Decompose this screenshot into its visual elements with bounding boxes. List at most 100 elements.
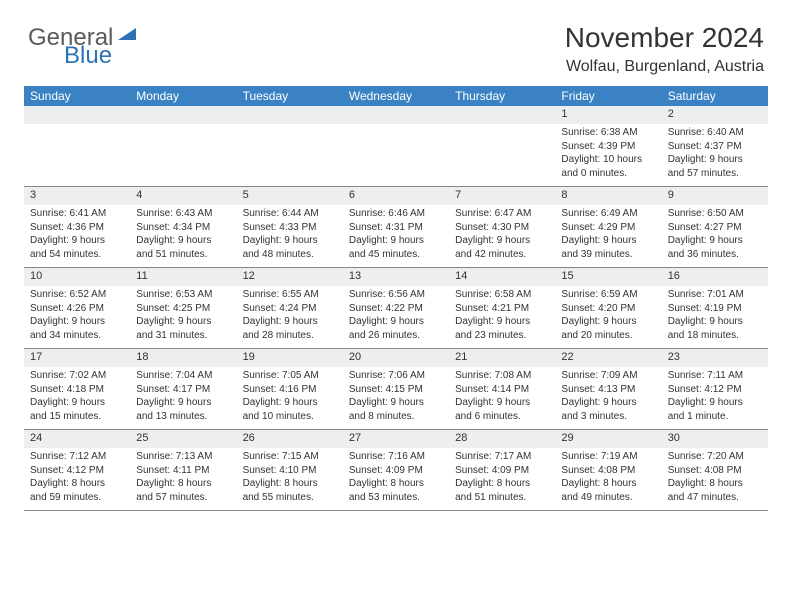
sunrise-text: Sunrise: 7:20 AM [668, 450, 762, 464]
day-detail: Sunrise: 7:17 AMSunset: 4:09 PMDaylight:… [449, 448, 555, 510]
day-detail: Sunrise: 7:09 AMSunset: 4:13 PMDaylight:… [555, 367, 661, 429]
sunset-text: Sunset: 4:30 PM [455, 221, 549, 235]
sunrise-text: Sunrise: 6:49 AM [561, 207, 655, 221]
daylight-text: Daylight: 9 hours and 20 minutes. [561, 315, 655, 342]
sunrise-text: Sunrise: 6:38 AM [561, 126, 655, 140]
sunset-text: Sunset: 4:08 PM [561, 464, 655, 478]
sunrise-text: Sunrise: 6:58 AM [455, 288, 549, 302]
detail-row: Sunrise: 7:02 AMSunset: 4:18 PMDaylight:… [24, 367, 768, 429]
week: 17181920212223Sunrise: 7:02 AMSunset: 4:… [24, 349, 768, 429]
daylight-text: Daylight: 9 hours and 18 minutes. [668, 315, 762, 342]
day-number: 29 [555, 430, 661, 448]
day-number: 1 [555, 106, 661, 124]
sunset-text: Sunset: 4:33 PM [243, 221, 337, 235]
daylight-text: Daylight: 9 hours and 39 minutes. [561, 234, 655, 261]
sunrise-text: Sunrise: 7:02 AM [30, 369, 124, 383]
day-number [343, 106, 449, 124]
calendar: Sunday Monday Tuesday Wednesday Thursday… [24, 86, 768, 511]
day-number: 25 [130, 430, 236, 448]
day-header: Tuesday [237, 89, 343, 103]
daynum-row: 12 [24, 106, 768, 124]
day-header-row: Sunday Monday Tuesday Wednesday Thursday… [24, 86, 768, 106]
day-header: Thursday [449, 89, 555, 103]
daylight-text: Daylight: 8 hours and 53 minutes. [349, 477, 443, 504]
sunset-text: Sunset: 4:13 PM [561, 383, 655, 397]
sunrise-text: Sunrise: 7:01 AM [668, 288, 762, 302]
daylight-text: Daylight: 8 hours and 49 minutes. [561, 477, 655, 504]
day-detail: Sunrise: 7:05 AMSunset: 4:16 PMDaylight:… [237, 367, 343, 429]
daylight-text: Daylight: 9 hours and 36 minutes. [668, 234, 762, 261]
sunset-text: Sunset: 4:08 PM [668, 464, 762, 478]
logo: General Blue [28, 24, 138, 52]
daylight-text: Daylight: 9 hours and 34 minutes. [30, 315, 124, 342]
sunset-text: Sunset: 4:16 PM [243, 383, 337, 397]
day-number [237, 106, 343, 124]
week: 3456789Sunrise: 6:41 AMSunset: 4:36 PMDa… [24, 187, 768, 267]
detail-row: Sunrise: 6:41 AMSunset: 4:36 PMDaylight:… [24, 205, 768, 267]
day-detail: Sunrise: 6:43 AMSunset: 4:34 PMDaylight:… [130, 205, 236, 267]
day-number: 22 [555, 349, 661, 367]
sunset-text: Sunset: 4:26 PM [30, 302, 124, 316]
day-number: 15 [555, 268, 661, 286]
sunrise-text: Sunrise: 6:43 AM [136, 207, 230, 221]
daynum-row: 3456789 [24, 187, 768, 205]
sunset-text: Sunset: 4:12 PM [668, 383, 762, 397]
day-header: Saturday [662, 89, 768, 103]
day-detail: Sunrise: 7:06 AMSunset: 4:15 PMDaylight:… [343, 367, 449, 429]
day-detail [449, 124, 555, 186]
sunset-text: Sunset: 4:25 PM [136, 302, 230, 316]
sunset-text: Sunset: 4:15 PM [349, 383, 443, 397]
day-number: 13 [343, 268, 449, 286]
sunrise-text: Sunrise: 6:52 AM [30, 288, 124, 302]
day-number: 18 [130, 349, 236, 367]
daylight-text: Daylight: 9 hours and 51 minutes. [136, 234, 230, 261]
day-detail: Sunrise: 6:40 AMSunset: 4:37 PMDaylight:… [662, 124, 768, 186]
day-detail: Sunrise: 6:55 AMSunset: 4:24 PMDaylight:… [237, 286, 343, 348]
day-detail: Sunrise: 7:04 AMSunset: 4:17 PMDaylight:… [130, 367, 236, 429]
day-detail: Sunrise: 7:20 AMSunset: 4:08 PMDaylight:… [662, 448, 768, 510]
day-number: 8 [555, 187, 661, 205]
sunrise-text: Sunrise: 6:44 AM [243, 207, 337, 221]
day-detail: Sunrise: 6:58 AMSunset: 4:21 PMDaylight:… [449, 286, 555, 348]
week: 10111213141516Sunrise: 6:52 AMSunset: 4:… [24, 268, 768, 348]
daylight-text: Daylight: 9 hours and 10 minutes. [243, 396, 337, 423]
day-number: 2 [662, 106, 768, 124]
day-number: 26 [237, 430, 343, 448]
daylight-text: Daylight: 8 hours and 57 minutes. [136, 477, 230, 504]
sunset-text: Sunset: 4:14 PM [455, 383, 549, 397]
sunrise-text: Sunrise: 7:17 AM [455, 450, 549, 464]
sunset-text: Sunset: 4:17 PM [136, 383, 230, 397]
daylight-text: Daylight: 9 hours and 42 minutes. [455, 234, 549, 261]
sunrise-text: Sunrise: 6:59 AM [561, 288, 655, 302]
daylight-text: Daylight: 9 hours and 54 minutes. [30, 234, 124, 261]
sunset-text: Sunset: 4:34 PM [136, 221, 230, 235]
sunrise-text: Sunrise: 7:12 AM [30, 450, 124, 464]
day-detail: Sunrise: 6:47 AMSunset: 4:30 PMDaylight:… [449, 205, 555, 267]
day-detail [24, 124, 130, 186]
sunrise-text: Sunrise: 6:40 AM [668, 126, 762, 140]
day-detail: Sunrise: 6:46 AMSunset: 4:31 PMDaylight:… [343, 205, 449, 267]
day-detail: Sunrise: 6:52 AMSunset: 4:26 PMDaylight:… [24, 286, 130, 348]
sunrise-text: Sunrise: 7:06 AM [349, 369, 443, 383]
detail-row: Sunrise: 7:12 AMSunset: 4:12 PMDaylight:… [24, 448, 768, 510]
day-number: 28 [449, 430, 555, 448]
day-number [449, 106, 555, 124]
daylight-text: Daylight: 9 hours and 26 minutes. [349, 315, 443, 342]
sunset-text: Sunset: 4:11 PM [136, 464, 230, 478]
daylight-text: Daylight: 10 hours and 0 minutes. [561, 153, 655, 180]
day-number: 27 [343, 430, 449, 448]
sunset-text: Sunset: 4:39 PM [561, 140, 655, 154]
sunrise-text: Sunrise: 7:09 AM [561, 369, 655, 383]
day-number: 6 [343, 187, 449, 205]
day-number: 24 [24, 430, 130, 448]
sunrise-text: Sunrise: 7:15 AM [243, 450, 337, 464]
week-separator [24, 510, 768, 511]
daylight-text: Daylight: 9 hours and 1 minute. [668, 396, 762, 423]
day-number: 4 [130, 187, 236, 205]
day-number [24, 106, 130, 124]
day-detail: Sunrise: 7:12 AMSunset: 4:12 PMDaylight:… [24, 448, 130, 510]
sunset-text: Sunset: 4:12 PM [30, 464, 124, 478]
sunset-text: Sunset: 4:21 PM [455, 302, 549, 316]
daylight-text: Daylight: 8 hours and 59 minutes. [30, 477, 124, 504]
day-number: 17 [24, 349, 130, 367]
